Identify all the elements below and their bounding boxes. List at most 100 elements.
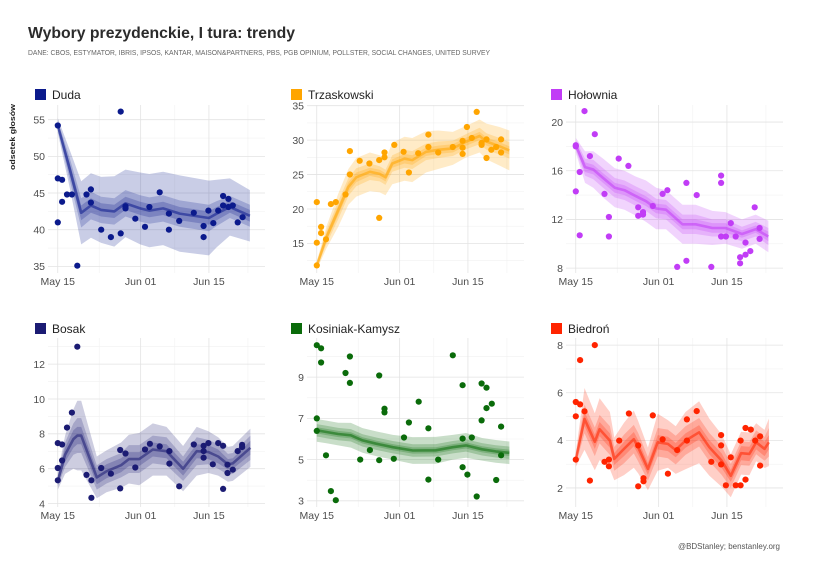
poll-point xyxy=(146,440,153,447)
band-mid xyxy=(575,140,769,245)
panel-trzaskowski: 15 20 25 30 35 May 15 Jun 01 Jun 15 Trzaskowski xyxy=(291,88,524,288)
poll-point xyxy=(405,419,412,426)
poll-point xyxy=(83,191,90,198)
poll-point xyxy=(327,488,334,495)
poll-point xyxy=(483,384,490,391)
legend-swatch xyxy=(551,89,562,100)
poll-points xyxy=(313,342,505,504)
poll-point xyxy=(415,398,422,405)
poll-point xyxy=(342,369,349,377)
poll-point xyxy=(718,442,725,449)
y-tick-label: 8 xyxy=(557,340,563,352)
poll-point xyxy=(640,478,647,485)
poll-point xyxy=(366,447,373,454)
poll-point xyxy=(332,199,339,206)
poll-point xyxy=(757,433,764,440)
poll-point xyxy=(425,131,432,138)
legend-swatch xyxy=(35,323,46,334)
x-tick-label: May 15 xyxy=(300,276,335,288)
trend-line xyxy=(574,144,770,238)
panel-holownia: 8 12 16 20 May 15 Jun 01 Jun 15 Hołownia xyxy=(551,88,783,288)
poll-point xyxy=(718,233,725,240)
poll-point xyxy=(141,223,149,230)
poll-point xyxy=(229,202,236,209)
poll-point xyxy=(176,217,183,224)
poll-point xyxy=(649,412,656,419)
poll-point xyxy=(498,149,505,156)
poll-point xyxy=(313,427,320,434)
poll-point xyxy=(664,470,672,477)
poll-point xyxy=(210,220,217,227)
poll-point xyxy=(478,380,485,387)
poll-point xyxy=(732,482,739,489)
band-mid xyxy=(57,121,250,232)
poll-point xyxy=(659,190,666,197)
poll-point xyxy=(659,436,666,443)
band-mid xyxy=(316,424,510,459)
poll-point xyxy=(141,446,149,453)
poll-point xyxy=(718,179,725,186)
y-tick-label: 8 xyxy=(557,263,563,275)
poll-point xyxy=(591,342,598,349)
poll-point xyxy=(425,143,432,151)
poll-point xyxy=(649,202,656,210)
poll-point xyxy=(205,207,212,214)
poll-point xyxy=(376,157,383,164)
poll-point xyxy=(122,450,129,457)
trend-line xyxy=(56,125,251,220)
legend-bosak: Bosak xyxy=(35,322,86,336)
poll-point xyxy=(68,409,75,416)
poll-point xyxy=(425,425,432,432)
poll-point xyxy=(156,443,163,450)
x-tick-label: Jun 01 xyxy=(643,276,675,288)
poll-point xyxy=(200,222,207,230)
legend-label: Bosak xyxy=(52,322,86,336)
legend-holownia: Hołownia xyxy=(551,88,618,102)
poll-point xyxy=(625,162,632,169)
poll-point xyxy=(625,410,633,417)
poll-point xyxy=(757,462,764,469)
x-tick-label: Jun 15 xyxy=(711,276,743,288)
poll-point xyxy=(463,123,470,131)
poll-point xyxy=(166,460,173,467)
poll-point xyxy=(318,345,325,352)
poll-point xyxy=(156,189,163,196)
panel-bosak: 4 6 8 10 12 May 15 Jun 01 Jun 15 Bosak xyxy=(33,322,265,522)
chart-title: Wybory prezydenckie, I tura: trendy xyxy=(28,25,295,42)
x-tick-label: May 15 xyxy=(41,276,76,288)
poll-point xyxy=(381,409,388,416)
x-tick-label: Jun 01 xyxy=(384,276,416,288)
poll-point xyxy=(224,469,231,477)
poll-point xyxy=(449,143,456,151)
poll-point xyxy=(576,168,583,176)
panel-kosiniak-kamysz: 3 5 7 9 May 15 Jun 01 Jun 15 Kosiniak-Kamysz xyxy=(291,322,524,522)
poll-point xyxy=(459,435,466,442)
poll-point xyxy=(483,405,490,412)
poll-point xyxy=(83,471,90,478)
x-tick-label: May 15 xyxy=(559,276,594,288)
poll-point xyxy=(664,187,671,194)
y-tick-label: 40 xyxy=(33,225,45,237)
poll-point xyxy=(577,401,584,408)
poll-point xyxy=(200,234,207,241)
poll-point xyxy=(357,456,364,463)
poll-points xyxy=(572,108,763,270)
poll-point xyxy=(449,352,456,359)
poll-point xyxy=(117,446,124,454)
poll-point xyxy=(586,153,594,160)
poll-point xyxy=(639,211,647,218)
poll-point xyxy=(693,192,700,199)
gridlines xyxy=(48,338,265,507)
poll-point xyxy=(478,417,485,424)
poll-point xyxy=(683,437,691,444)
poll-point xyxy=(483,154,490,162)
poll-point xyxy=(356,157,363,164)
poll-point xyxy=(68,191,75,198)
poll-point xyxy=(708,458,715,465)
poll-point xyxy=(390,455,397,462)
poll-point xyxy=(220,202,227,209)
legend-duda: Duda xyxy=(35,88,81,102)
band-inner xyxy=(316,427,510,456)
poll-point xyxy=(737,437,744,444)
legend-trzaskowski: Trzaskowski xyxy=(291,88,374,102)
